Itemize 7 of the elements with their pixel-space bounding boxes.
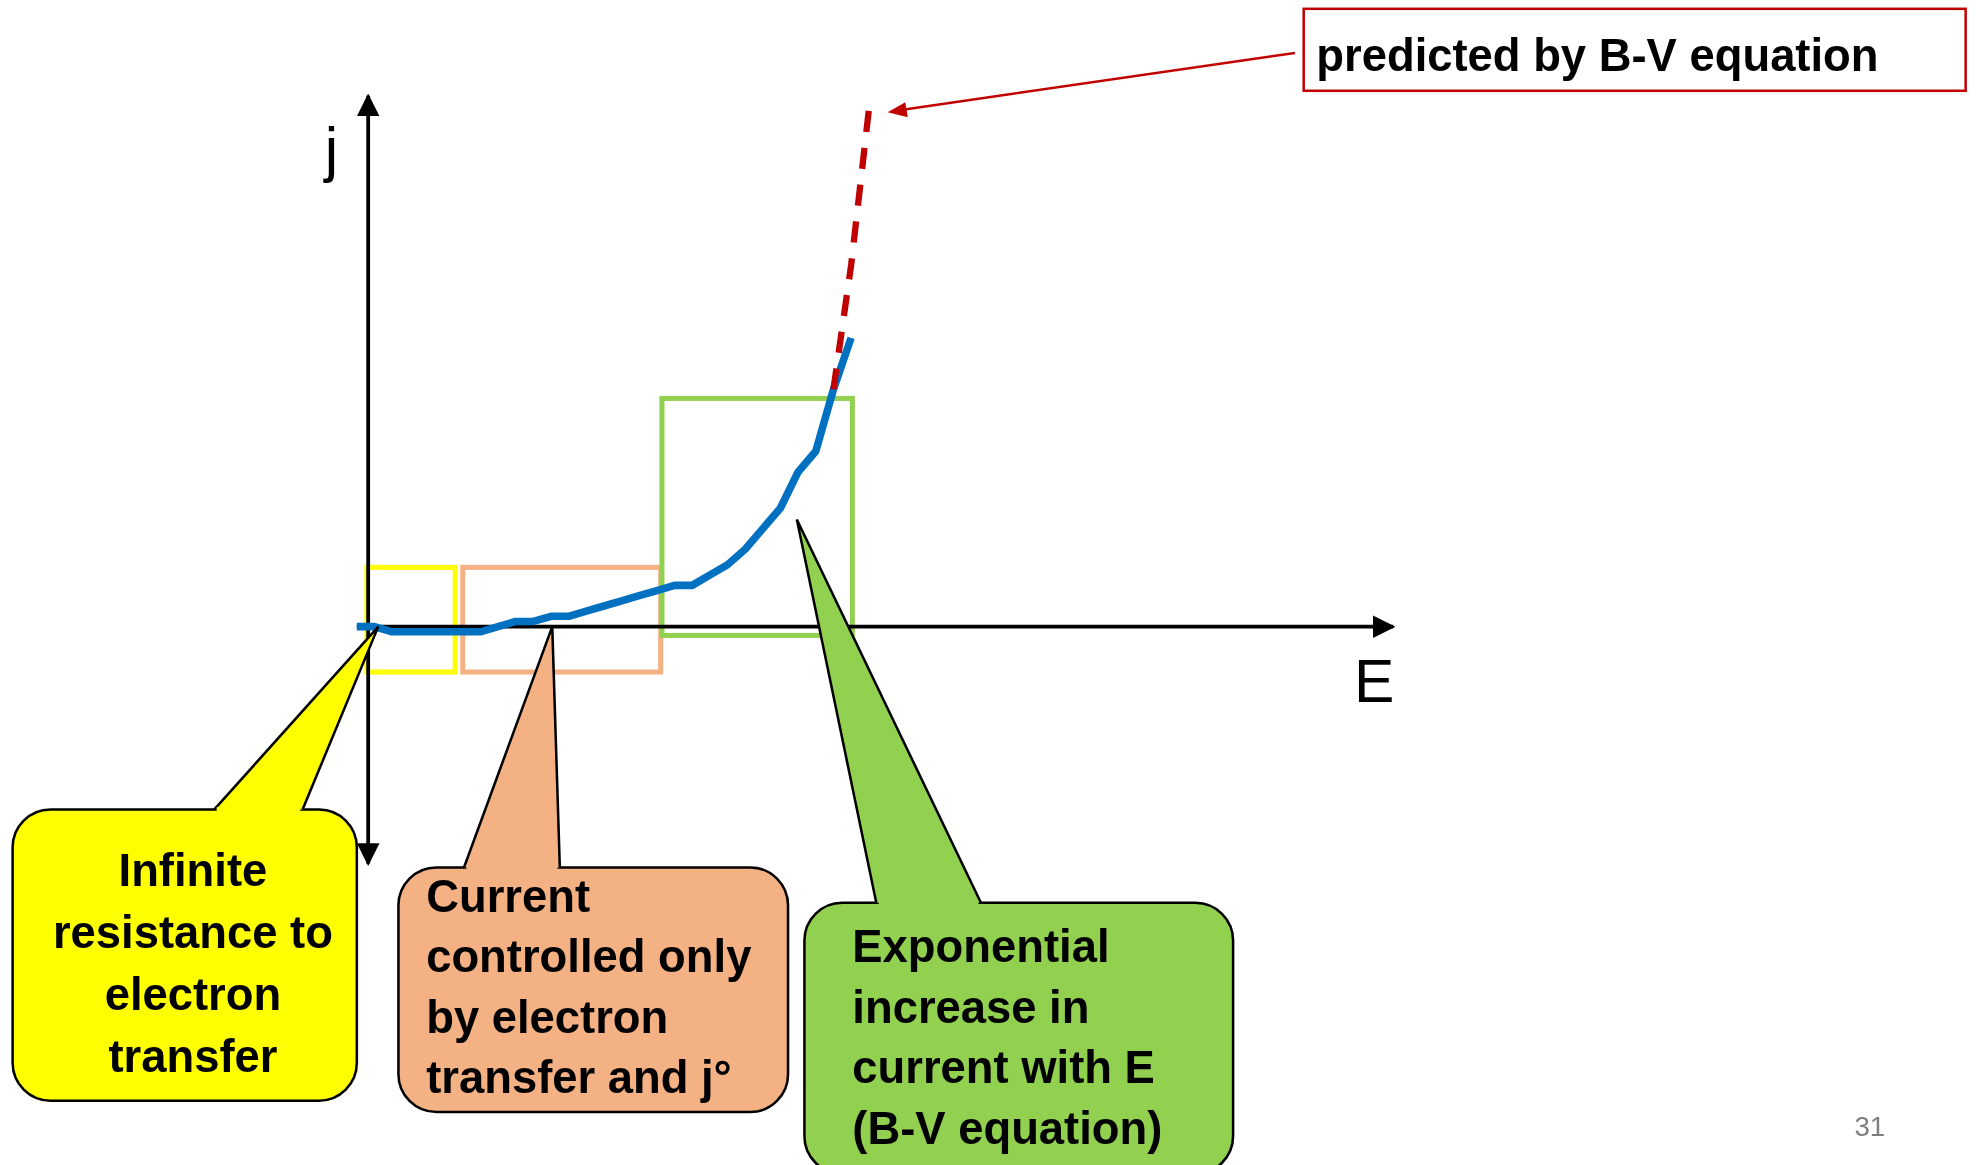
- x-axis-title: E: [1354, 647, 1395, 716]
- text: Infinite resistance to electron transfer: [52, 845, 333, 1082]
- text: predicted by B-V equation: [1316, 29, 1879, 81]
- y-axis-title: j: [322, 115, 339, 184]
- text: 31: [1854, 1111, 1886, 1142]
- text: Exponential increase in current with E (B-V equation): [852, 921, 1163, 1154]
- text: Current controlled only by electron transfer and j°: [426, 870, 752, 1104]
